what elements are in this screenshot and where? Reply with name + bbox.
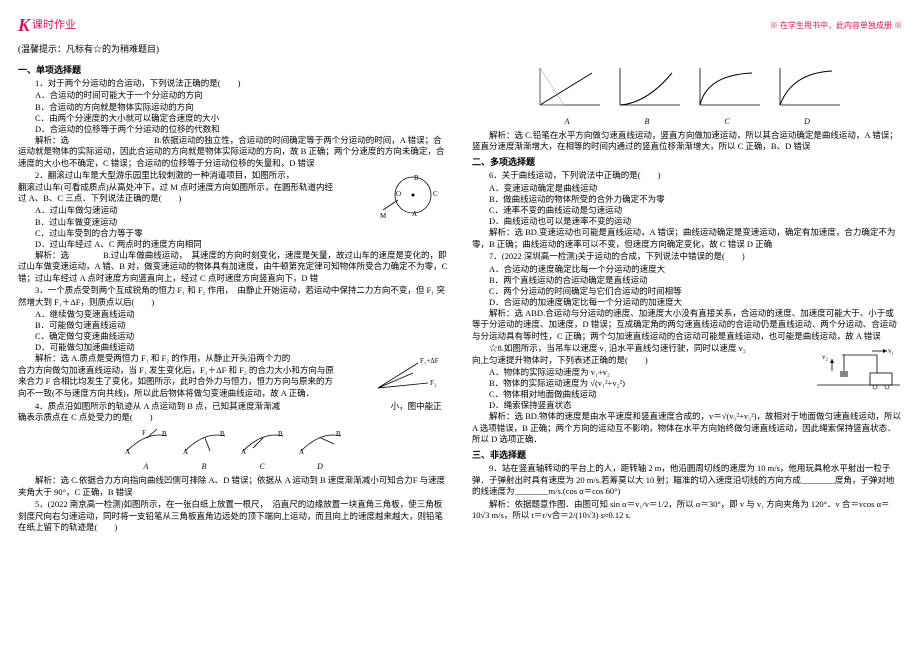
q4-opt-b: ABB bbox=[180, 426, 228, 474]
q2d: D．过山车经过 A、C 两点时的速度方向相同 bbox=[18, 239, 448, 250]
q3d: D．可能做匀加速曲线运动 bbox=[18, 342, 448, 353]
main-columns: 一、单项选择题 1．对于两个分运动的合运动，下列说法正确的是( ) A．合运动的… bbox=[18, 61, 902, 535]
header-note: ※ 在学生用书中，此内容单独成册 ※ bbox=[770, 20, 902, 32]
q4-opt-c: ABC bbox=[238, 426, 286, 474]
svg-text:A: A bbox=[183, 448, 188, 456]
svg-text:B: B bbox=[162, 430, 167, 438]
tip: (温馨提示：凡标有☆的为稍难题目) bbox=[18, 43, 902, 57]
q4-opt-a: ABFA bbox=[122, 426, 170, 474]
logo-k: K bbox=[18, 12, 30, 39]
a8: 解析：选 BD.物体的速度是由水平速度和竖直速度合成的，v＝√(v₁²+v₂²)… bbox=[472, 411, 902, 445]
a4: 解析：选 C.依据合力方向指向曲线凹侧可排除 A、D 错误；依据从 A 运动到 … bbox=[18, 475, 448, 498]
a6: 解析：选 BD.变速运动也可能是直线运动，A 错误；曲线运动确定是变速运动，确定… bbox=[472, 227, 902, 250]
svg-text:B: B bbox=[336, 430, 341, 438]
svg-text:M: M bbox=[380, 212, 387, 220]
sec1-title: 一、单项选择题 bbox=[18, 64, 448, 78]
q6d: D．曲线运动也可以是速率不变的运动 bbox=[472, 216, 902, 227]
q5-opt-b: B bbox=[612, 63, 682, 129]
svg-text:C: C bbox=[433, 190, 438, 198]
q6c: C．速率不变的曲线运动是匀速运动 bbox=[472, 205, 902, 216]
logo: K 课时作业 bbox=[18, 12, 76, 39]
a9: 解析：依据题意作图．由图可知 sin α＝v₁/v＝1/2，所以 α＝30°，即… bbox=[472, 499, 902, 522]
q3c: C．确定做匀变速曲线运动 bbox=[18, 331, 448, 342]
a5: 解析：选 C.铅笔在水平方向做匀速直线运动，竖直方向做加速运动，所以其合运动确定… bbox=[472, 130, 902, 153]
q3a: A．继续做匀变速直线运动 bbox=[18, 309, 448, 320]
svg-text:F₁+ΔF: F₁+ΔF bbox=[420, 357, 439, 365]
right-column: A B C D 解析：选 C.铅笔在水平方向做匀速直线运动，竖直方向做加速运动，… bbox=[472, 61, 902, 535]
q7a: A．合运动的速度确定比每一个分运动的速度大 bbox=[472, 264, 902, 275]
q5-opt-d: D bbox=[772, 63, 842, 129]
q4-options: ABFA ABB ABC ABD bbox=[18, 426, 448, 474]
q3b: B．可能做匀速直线运动 bbox=[18, 320, 448, 331]
svg-text:A: A bbox=[241, 448, 246, 456]
svg-text:v₂: v₂ bbox=[822, 353, 829, 361]
svg-text:B: B bbox=[414, 174, 419, 182]
q5: 5．(2022 南京高一检测)如图所示，在一张白纸上放置一根尺， 沿直尺的边缘放… bbox=[18, 499, 448, 533]
q7d: D．合运动的加速度确定比每一个分运动的加速度大 bbox=[472, 297, 902, 308]
a7: 解析：选 ABD.合运动与分运动的速度、加速度大小没有直接关系，合运动的速度、加… bbox=[472, 308, 902, 342]
q1: 1．对于两个分运动的合运动，下列说法正确的是( ) bbox=[18, 78, 448, 89]
svg-text:A: A bbox=[125, 448, 130, 456]
sec2-title: 二、多项选择题 bbox=[472, 156, 902, 170]
sec3-title: 三、非选择题 bbox=[472, 449, 902, 463]
q7: 7．(2022 深圳高一检测)关于运动的合成，下列说法中错误的是( ) bbox=[472, 251, 902, 262]
header: K 课时作业 ※ 在学生用书中，此内容单独成册 ※ bbox=[18, 12, 902, 39]
q6: 6．关于曲线运动，下列说法中正确的是( ) bbox=[472, 170, 902, 181]
q1a: A．合运动的时间可能大于一个分运动的方向 bbox=[18, 90, 448, 101]
q1d: D．合运动的位移等于两个分运动的位移的代数和 bbox=[18, 124, 448, 135]
q5-opt-c: C bbox=[692, 63, 762, 129]
logo-text: 课时作业 bbox=[32, 17, 76, 34]
svg-text:F: F bbox=[142, 429, 146, 437]
svg-text:B: B bbox=[278, 430, 283, 438]
q4-opt-d: ABD bbox=[296, 426, 344, 474]
q6b: B．做曲线运动的物体所受的合外力确定不为零 bbox=[472, 194, 902, 205]
q5-options: A B C D bbox=[472, 63, 902, 129]
svg-text:A: A bbox=[299, 448, 304, 456]
q3: 3．一个质点受到两个互成锐角的恒力 F₁ 和 F₂ 作用， 由静止开始运动，若运… bbox=[18, 285, 448, 308]
q1c: C．由两个分速度的大小就可以确定合速度的大小 bbox=[18, 113, 448, 124]
svg-text:B: B bbox=[220, 430, 225, 438]
a2: 解析：选 B.过山车做曲线运动， 其速度的方向时刻变化，速度是矢量，故过山车的速… bbox=[18, 250, 448, 284]
q8d: D．绳索保持竖直状态 bbox=[472, 400, 902, 411]
q4: 4．质点沿如图所示的轨迹从 A 点运动到 B 点，已知其速度渐渐减 小，图中能正… bbox=[18, 401, 448, 424]
q7b: B．两个直线运动的合运动确定是直线运动 bbox=[472, 275, 902, 286]
svg-text:v₁: v₁ bbox=[888, 347, 894, 355]
q2c: C．过山车受到的合力等于零 bbox=[18, 228, 448, 239]
a1: 解析：选 B.依据运动的独立性，合运动的时间确定等于两个分运动的时间，A 错误；… bbox=[18, 135, 448, 169]
q1b: B．合运动的方向就是物体实际运动的方向 bbox=[18, 102, 448, 113]
q5-opt-a: A bbox=[532, 63, 602, 129]
q9: 9．站在竖直轴转动的平台上的人，距转轴 2 m，他沿圆周切线的速度为 10 m/… bbox=[472, 463, 902, 497]
svg-text:A: A bbox=[412, 210, 417, 218]
q6a: A．变速运动确定是曲线运动 bbox=[472, 183, 902, 194]
q7c: C．两个分运动的时间确定与它们合运动的时间相等 bbox=[472, 286, 902, 297]
left-column: 一、单项选择题 1．对于两个分运动的合运动，下列说法正确的是( ) A．合运动的… bbox=[18, 61, 448, 535]
